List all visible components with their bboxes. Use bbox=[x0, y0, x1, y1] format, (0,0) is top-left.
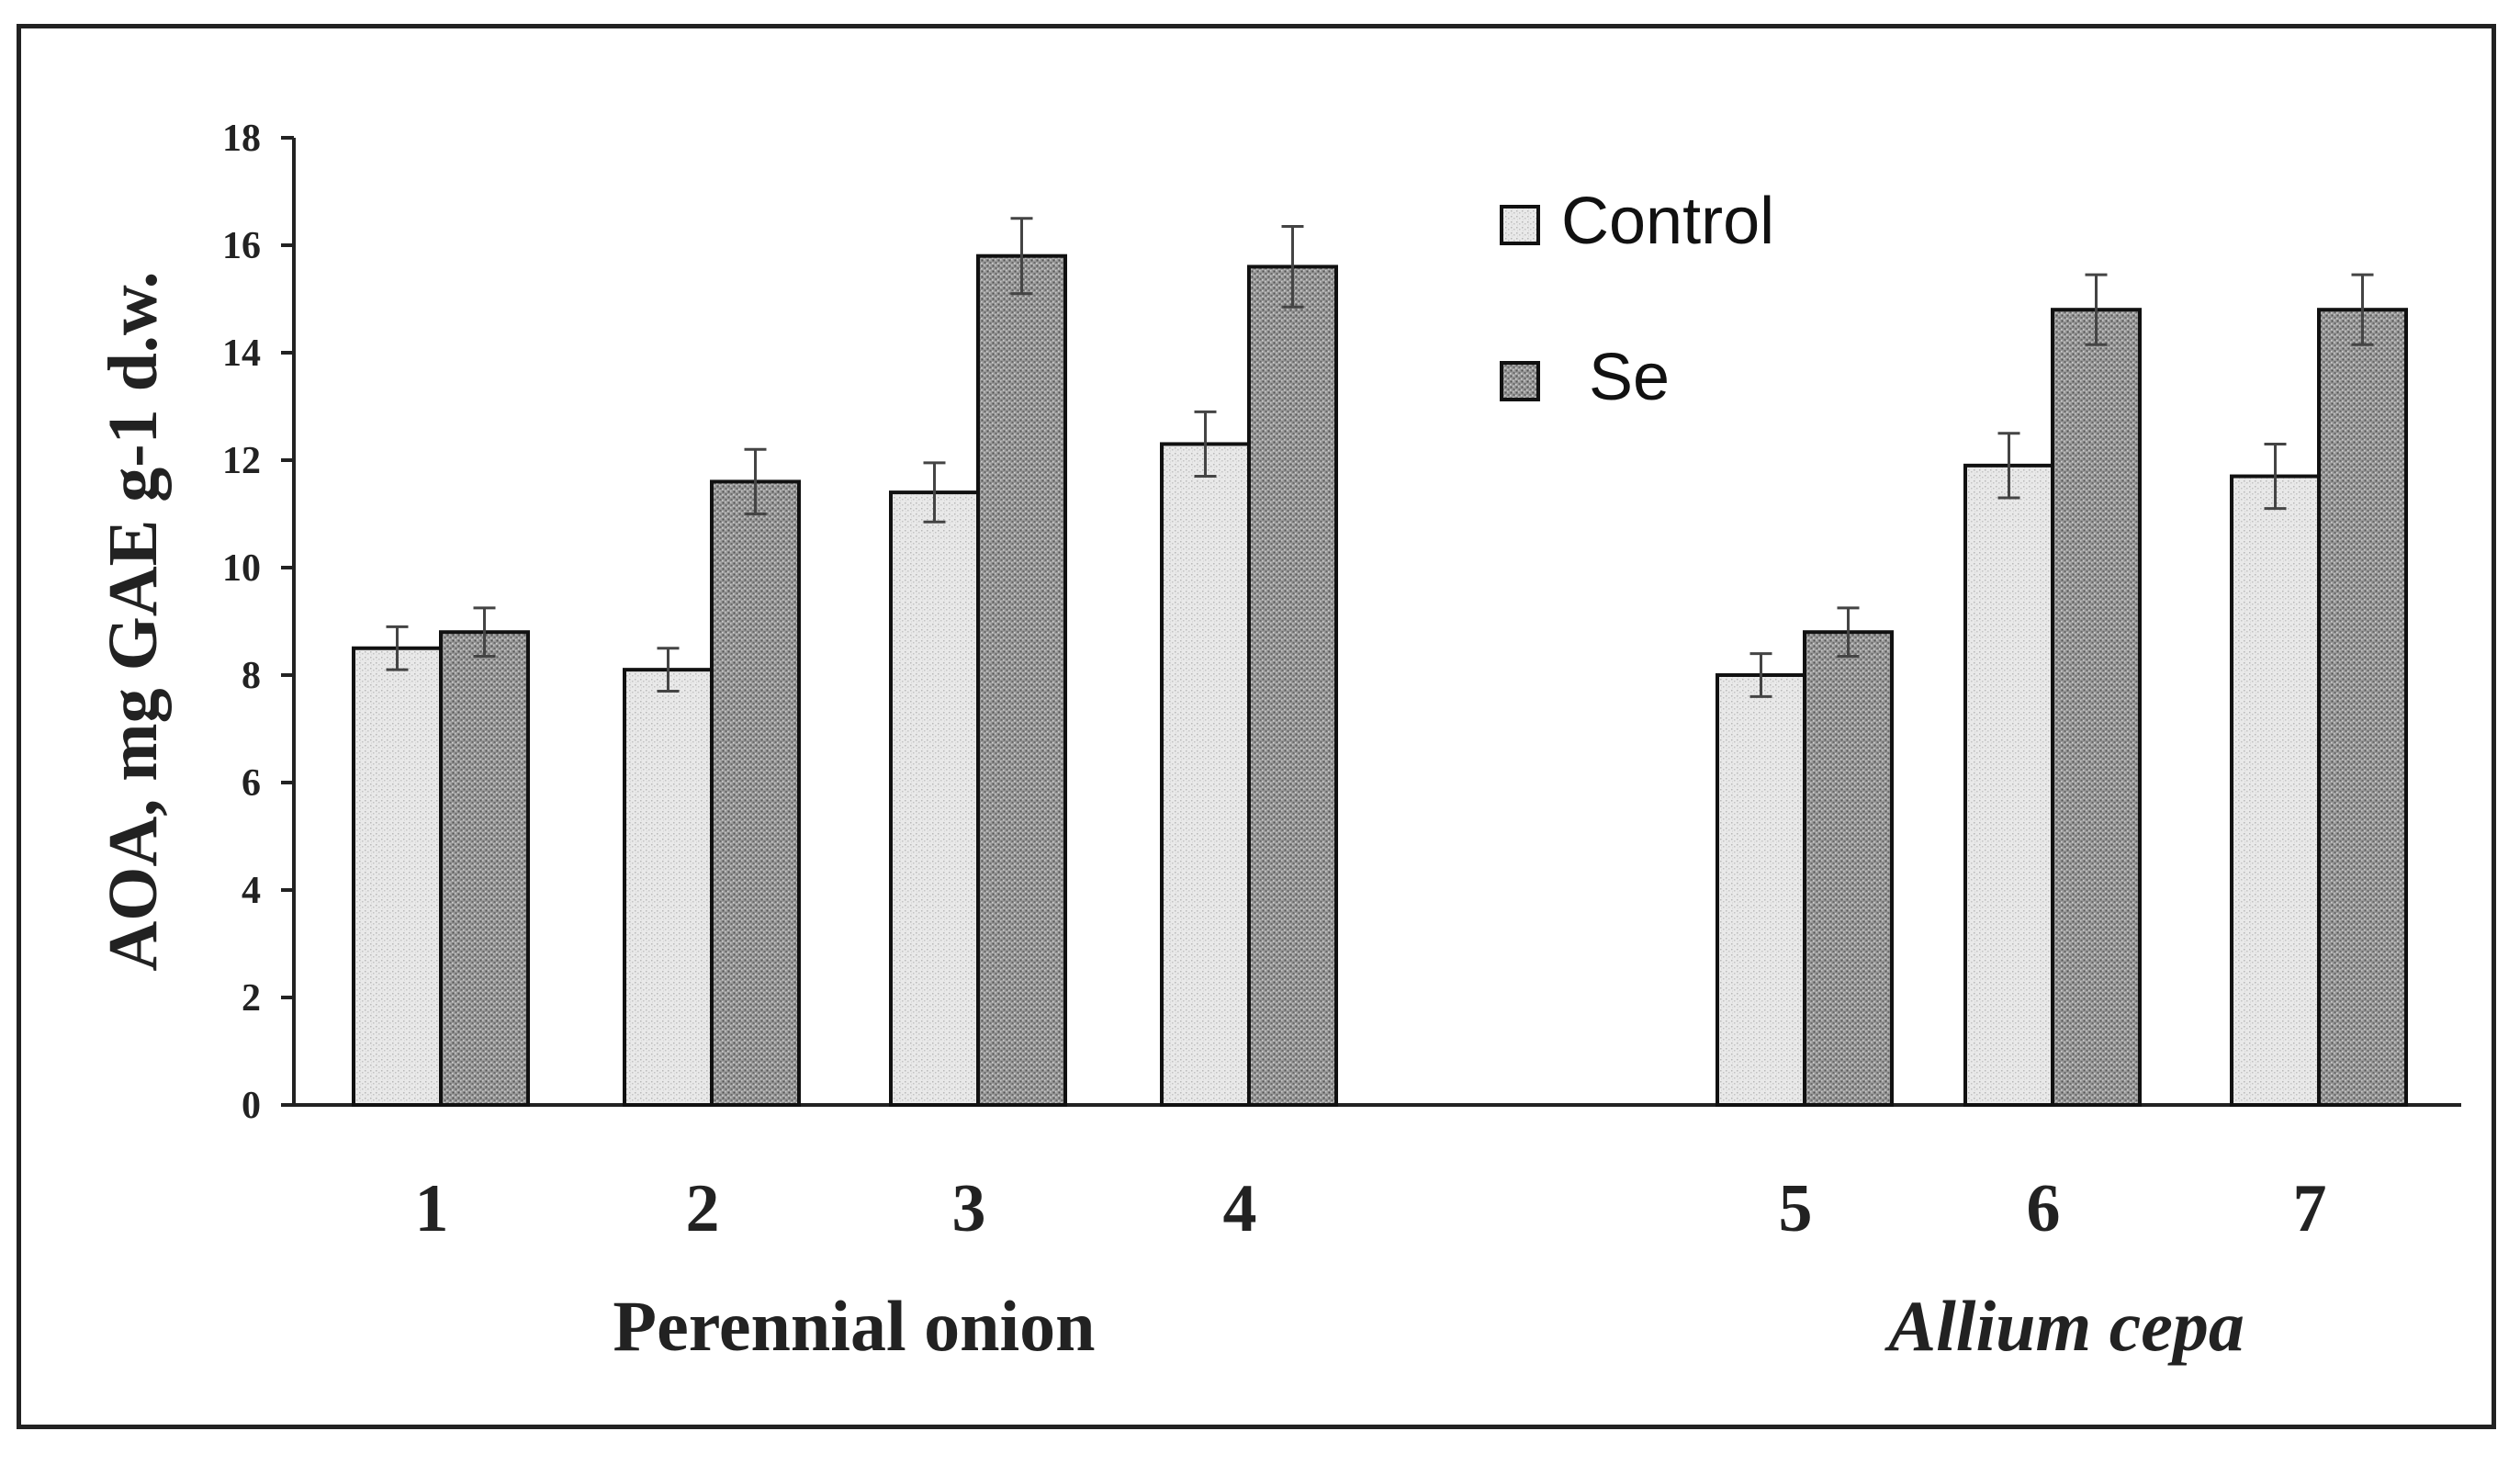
bar-se-1 bbox=[439, 630, 530, 1107]
bar-se-3 bbox=[976, 254, 1067, 1107]
bar-control-1 bbox=[352, 646, 443, 1107]
y-tick-label: 16 bbox=[222, 225, 261, 267]
y-tick-label: 14 bbox=[222, 332, 261, 375]
x-category-label: 4 bbox=[1223, 1171, 1257, 1246]
bar-control-2 bbox=[623, 668, 714, 1108]
x-category-label: 6 bbox=[2027, 1171, 2061, 1246]
legend-label-se: Se bbox=[1589, 341, 1670, 414]
bar-control-5 bbox=[1716, 673, 1806, 1107]
y-tick-label: 18 bbox=[222, 118, 261, 160]
bar-control-6 bbox=[1963, 463, 2054, 1108]
bars bbox=[352, 217, 2408, 1108]
bar-control-4 bbox=[1160, 442, 1251, 1107]
y-tick-label: 2 bbox=[242, 977, 261, 1020]
y-tick-label: 4 bbox=[242, 870, 261, 912]
bar-control-3 bbox=[889, 490, 980, 1107]
x-category-label: 3 bbox=[952, 1171, 986, 1246]
legend-label-control: Control bbox=[1561, 185, 1774, 258]
bar-control-7 bbox=[2230, 474, 2321, 1107]
x-category-label: 2 bbox=[686, 1171, 720, 1246]
y-tick-label: 0 bbox=[242, 1085, 261, 1127]
group-label: Perennial onion bbox=[613, 1286, 1095, 1366]
legend-swatch-se bbox=[1500, 361, 1540, 401]
y-tick-label: 6 bbox=[242, 762, 261, 805]
bar-se-7 bbox=[2317, 308, 2408, 1107]
bar-se-6 bbox=[2051, 308, 2142, 1107]
y-tick-label: 12 bbox=[222, 440, 261, 482]
x-category-label: 7 bbox=[2293, 1171, 2327, 1246]
x-category-label: 1 bbox=[415, 1171, 449, 1246]
bar-se-4 bbox=[1247, 265, 1338, 1107]
bar-se-2 bbox=[710, 479, 801, 1107]
y-tick-label: 8 bbox=[242, 655, 261, 697]
legend-swatch-control bbox=[1500, 205, 1540, 245]
y-axis-title: AOA, mg GAE g-1 d.w. bbox=[95, 271, 172, 971]
legend: Control Se bbox=[1500, 185, 1774, 414]
y-tick-label: 10 bbox=[222, 547, 261, 590]
bar-se-5 bbox=[1803, 630, 1894, 1107]
x-category-label: 5 bbox=[1779, 1171, 1813, 1246]
group-label: Allium cepa bbox=[1884, 1286, 2244, 1366]
